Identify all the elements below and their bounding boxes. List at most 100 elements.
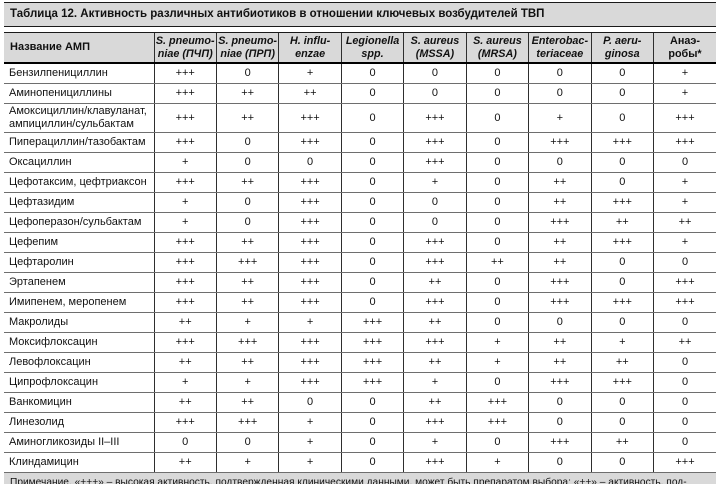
activity-value-cell: 0 xyxy=(403,212,467,233)
activity-value-cell: 0 xyxy=(153,432,217,453)
activity-value-cell: 0 xyxy=(215,63,279,85)
activity-value-cell: + xyxy=(653,63,716,85)
activity-value-cell: 0 xyxy=(590,172,654,193)
activity-value-cell: +++ xyxy=(653,132,716,153)
activity-value-cell: 0 xyxy=(340,292,404,313)
activity-value-cell: +++ xyxy=(528,212,592,233)
activity-value-cell: +++ xyxy=(528,272,592,293)
activity-value-cell: + xyxy=(653,172,716,193)
activity-value-cell: +++ xyxy=(278,212,342,233)
activity-value-cell: +++ xyxy=(278,332,342,353)
activity-value-cell: 0 xyxy=(340,152,404,173)
activity-value-cell: +++ xyxy=(340,312,404,333)
activity-value-cell: +++ xyxy=(653,292,716,313)
activity-value-cell: +++ xyxy=(278,372,342,393)
activity-value-cell: 0 xyxy=(465,152,529,173)
activity-value-cell: 0 xyxy=(403,192,467,213)
activity-value-cell: + xyxy=(653,192,716,213)
activity-value-cell: 0 xyxy=(215,132,279,153)
activity-value-cell: + xyxy=(465,452,529,473)
activity-value-cell: + xyxy=(278,432,342,453)
activity-value-cell: 0 xyxy=(590,252,654,273)
activity-value-cell: ++ xyxy=(590,352,654,373)
table-row: Левофлоксацин ++ ++ +++ +++ ++ + ++ ++ 0 xyxy=(4,352,716,373)
activity-value-cell: 0 xyxy=(465,432,529,453)
activity-value-cell: 0 xyxy=(528,392,592,413)
activity-value-cell: ++ xyxy=(153,392,217,413)
activity-value-cell: +++ xyxy=(153,172,217,193)
activity-value-cell: 0 xyxy=(653,432,716,453)
activity-value-cell: +++ xyxy=(653,452,716,473)
activity-value-cell: 0 xyxy=(528,83,592,105)
table-row: Клиндамицин ++ + +0 +++ +0 0 +++ xyxy=(4,452,716,473)
activity-value-cell: +++ xyxy=(278,232,342,253)
activity-value-cell: ++ xyxy=(528,172,592,193)
amp-name-cell: Эртапенем xyxy=(4,272,154,293)
activity-value-cell: 0 xyxy=(590,312,654,333)
table-row: Цефотаксим, цефтриаксон +++ ++ +++ 0 +0 ++ 0 + xyxy=(4,172,716,193)
activity-value-cell: +++ xyxy=(153,83,217,105)
table-row: Аминогликозиды II–III 0 0 +0 +0 +++ ++ 0 xyxy=(4,432,716,453)
activity-value-cell: +++ xyxy=(465,412,529,433)
activity-value-cell: 0 xyxy=(340,412,404,433)
table-row: Оксациллин +0 0 0 +++ 0 0 0 0 xyxy=(4,152,716,173)
column-header-pathogen-4: Legionella spp. xyxy=(340,31,404,65)
activity-value-cell: ++ xyxy=(590,212,654,233)
table-row: Эртапенем +++ ++ +++ 0 ++ 0 +++ 0 +++ xyxy=(4,272,716,293)
activity-value-cell: 0 xyxy=(465,312,529,333)
activity-value-cell: + xyxy=(278,452,342,473)
column-header-pathogen-7: Enterobac- teriaceae xyxy=(528,31,592,65)
activity-value-cell: 0 xyxy=(590,63,654,85)
column-header-pathogen-3: H. influ- enzae xyxy=(278,31,342,65)
activity-value-cell: + xyxy=(215,452,279,473)
activity-value-cell: 0 xyxy=(590,83,654,105)
activity-value-cell: ++ xyxy=(153,352,217,373)
activity-value-cell: 0 xyxy=(403,83,467,105)
table-row: Имипенем, меропенем +++ ++ +++ 0 +++ 0 +++ +++ ++… xyxy=(4,292,716,313)
activity-value-cell: 0 xyxy=(653,392,716,413)
amp-name-cell: Левофлоксацин xyxy=(4,352,154,373)
activity-value-cell: ++ xyxy=(653,212,716,233)
activity-value-cell: ++ xyxy=(528,332,592,353)
activity-value-cell: 0 xyxy=(340,172,404,193)
activity-value-cell: + xyxy=(653,232,716,253)
activity-value-cell: ++ xyxy=(153,312,217,333)
activity-value-cell: +++ xyxy=(403,332,467,353)
activity-value-cell: 0 xyxy=(528,63,592,85)
activity-value-cell: +++ xyxy=(590,232,654,253)
activity-value-cell: +++ xyxy=(403,452,467,473)
activity-value-cell: 0 xyxy=(340,63,404,85)
activity-value-cell: +++ xyxy=(403,152,467,173)
activity-value-cell: + xyxy=(278,312,342,333)
column-header-pathogen-5: S. aureus (MSSA) xyxy=(403,31,467,65)
activity-value-cell: +++ xyxy=(403,252,467,273)
column-header-amp-name: Название АМП xyxy=(4,31,154,65)
activity-value-cell: 0 xyxy=(340,192,404,213)
activity-value-cell: 0 xyxy=(465,63,529,85)
activity-value-cell: + xyxy=(465,332,529,353)
activity-value-cell: +++ xyxy=(528,292,592,313)
activity-value-cell: 0 xyxy=(528,312,592,333)
activity-value-cell: ++ xyxy=(278,83,342,105)
activity-value-cell: ++ xyxy=(528,192,592,213)
column-header-pathogen-8: P. aeru- ginosa xyxy=(590,31,654,65)
activity-value-cell: 0 xyxy=(465,192,529,213)
activity-value-cell: +++ xyxy=(153,63,217,85)
activity-value-cell: +++ xyxy=(153,412,217,433)
activity-value-cell: ++ xyxy=(465,252,529,273)
table-row: Линезолид +++ +++ +0 +++ +++ 0 0 0 xyxy=(4,412,716,433)
amp-name-cell: Цефтазидим xyxy=(4,192,154,213)
column-header-pathogen-1: S. pneumo- niae (ПЧП) xyxy=(153,31,217,65)
activity-value-cell: + xyxy=(403,172,467,193)
activity-value-cell: 0 xyxy=(215,152,279,173)
activity-value-cell: ++ xyxy=(215,232,279,253)
antibiotic-activity-table: Название АМП S. pneumo- niae (ПЧП) S. pne… xyxy=(4,31,716,473)
activity-value-cell: ++ xyxy=(153,452,217,473)
footnote: Примечание. «+++» – высокая активность, … xyxy=(4,472,716,484)
activity-value-cell: +++ xyxy=(403,412,467,433)
activity-value-cell: +++ xyxy=(528,372,592,393)
table-row: Ципрофлоксацин + + +++ +++ +0 +++ +++ 0 xyxy=(4,372,716,393)
activity-value-cell: +++ xyxy=(590,372,654,393)
column-header-pathogen-6: S. aureus (MRSA) xyxy=(465,31,529,65)
amp-name-cell: Линезолид xyxy=(4,412,154,433)
